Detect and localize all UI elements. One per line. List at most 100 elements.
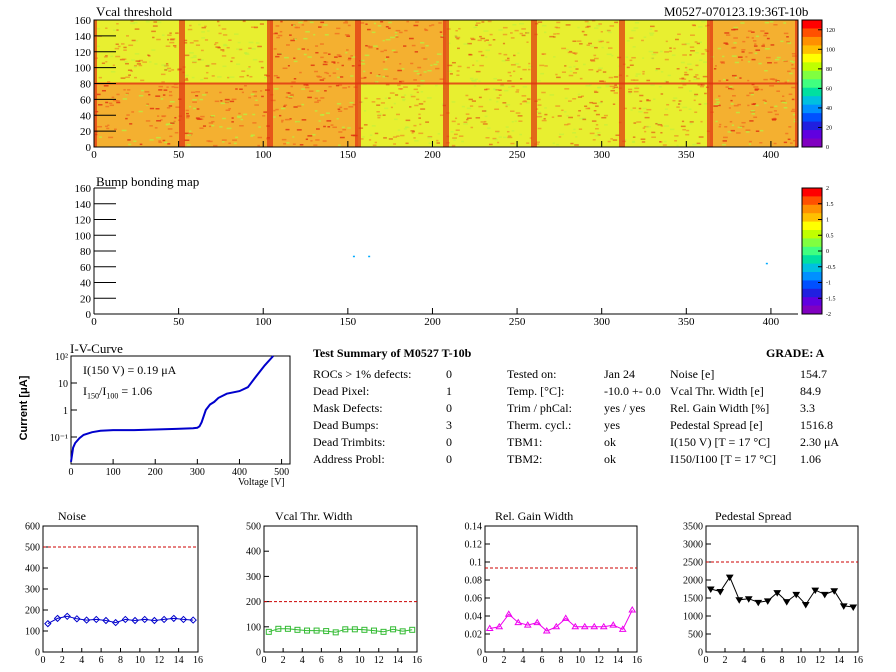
heatmap-speckle xyxy=(316,99,321,102)
heatmap-speckle xyxy=(690,50,695,52)
heatmap-speckle xyxy=(275,108,279,111)
y-tick-label: 400 xyxy=(25,564,40,575)
heatmap-speckle xyxy=(240,118,243,121)
heatmap-speckle xyxy=(745,131,750,133)
heatmap-speckle xyxy=(401,96,405,98)
heatmap-speckle xyxy=(515,112,521,114)
heatmap-speckle xyxy=(123,46,127,49)
heatmap-speckle xyxy=(793,139,796,142)
heatmap-speckle xyxy=(169,32,172,34)
heatmap-speckle xyxy=(468,98,473,101)
heatmap-speckle xyxy=(397,129,401,131)
heatmap-speckle xyxy=(372,144,377,147)
heatmap-speckle xyxy=(606,41,610,44)
heatmap-speckle xyxy=(289,34,292,36)
heatmap-speckle xyxy=(479,64,484,67)
heatmap-speckle xyxy=(792,55,798,57)
heatmap-speckle xyxy=(344,20,348,23)
heatmap-speckle xyxy=(449,73,453,75)
heatmap-speckle xyxy=(511,121,514,123)
heatmap-speckle xyxy=(338,131,343,133)
heatmap-speckle xyxy=(374,81,379,83)
heatmap-speckle xyxy=(332,126,337,129)
heatmap-speckle xyxy=(455,29,458,32)
heatmap-speckle xyxy=(487,127,491,129)
heatmap-speckle xyxy=(250,134,255,136)
heatmap-speckle xyxy=(555,105,561,107)
heatmap-speckle xyxy=(636,121,642,123)
heatmap-speckle xyxy=(401,80,405,83)
heatmap-speckle xyxy=(433,63,438,66)
heatmap-speckle xyxy=(391,49,396,52)
heatmap-speckle xyxy=(419,83,424,86)
heatmap-speckle xyxy=(280,20,283,23)
heatmap-speckle xyxy=(136,63,141,65)
heatmap-speckle xyxy=(516,89,520,91)
data-point xyxy=(304,627,311,634)
heatmap-speckle xyxy=(745,56,748,58)
heatmap-speckle xyxy=(507,135,512,137)
heatmap-speckle xyxy=(413,24,419,27)
heatmap-speckle xyxy=(728,107,731,109)
heatmap-speckle xyxy=(219,91,222,94)
heatmap-speckle xyxy=(699,41,702,44)
heatmap-speckle xyxy=(151,49,156,51)
heatmap-speckle xyxy=(747,30,752,32)
heatmap-speckle xyxy=(488,44,492,46)
heatmap-speckle xyxy=(649,34,654,36)
heatmap-speckle xyxy=(228,39,232,41)
heatmap-speckle xyxy=(698,26,703,28)
heatmap-speckle xyxy=(200,115,205,118)
heatmap-speckle xyxy=(362,136,365,138)
heatmap-speckle xyxy=(750,93,754,96)
heatmap-speckle xyxy=(730,129,735,132)
heatmap-speckle xyxy=(289,94,294,97)
heatmap-speckle xyxy=(456,37,460,40)
roc-edge xyxy=(355,20,358,84)
data-point xyxy=(716,589,725,596)
heatmap-speckle xyxy=(473,26,476,29)
x-tick-label: 8 xyxy=(118,655,123,666)
heatmap-speckle xyxy=(475,26,478,28)
heatmap-speckle xyxy=(578,128,583,130)
heatmap-speckle xyxy=(408,37,414,40)
heatmap-speckle xyxy=(679,77,682,80)
heatmap-speckle xyxy=(258,60,264,63)
heatmap-speckle xyxy=(749,92,754,94)
y-tick-label: 1500 xyxy=(683,594,703,605)
heatmap-speckle xyxy=(293,106,298,108)
heatmap-speckle xyxy=(174,116,177,119)
heatmap-speckle xyxy=(609,85,615,88)
heatmap-speckle xyxy=(151,30,156,33)
heatmap-speckle xyxy=(526,142,530,144)
heatmap-speckle xyxy=(573,65,576,68)
heatmap-speckle xyxy=(116,101,121,104)
heatmap-speckle xyxy=(368,46,373,49)
heatmap-speckle xyxy=(423,58,428,60)
heatmap-speckle xyxy=(686,69,689,71)
heatmap-speckle xyxy=(417,66,422,69)
palette-swatch xyxy=(802,263,822,273)
heatmap-speckle xyxy=(281,121,284,123)
heatmap-speckle xyxy=(394,31,398,34)
heatmap-speckle xyxy=(630,79,635,81)
heatmap-speckle xyxy=(313,33,316,36)
heatmap-speckle xyxy=(544,107,547,109)
heatmap-speckle xyxy=(303,20,308,22)
y-tick-label: 2000 xyxy=(683,576,703,587)
heatmap-speckle xyxy=(337,108,341,111)
heatmap-speckle xyxy=(510,32,513,34)
heatmap-speckle xyxy=(783,106,788,109)
heatmap-speckle xyxy=(98,76,102,79)
palette-tick-label: 1.5 xyxy=(826,202,834,208)
heatmap-speckle xyxy=(146,103,150,105)
heatmap-speckle xyxy=(598,40,603,43)
heatmap-speckle xyxy=(109,104,114,107)
heatmap-speckle xyxy=(165,63,169,65)
heatmap-speckle xyxy=(639,94,644,97)
heatmap-speckle xyxy=(369,72,372,74)
heatmap-speckle xyxy=(428,24,432,27)
heatmap-speckle xyxy=(572,72,578,74)
heatmap-speckle xyxy=(589,101,594,104)
heatmap-speckle xyxy=(303,37,308,40)
